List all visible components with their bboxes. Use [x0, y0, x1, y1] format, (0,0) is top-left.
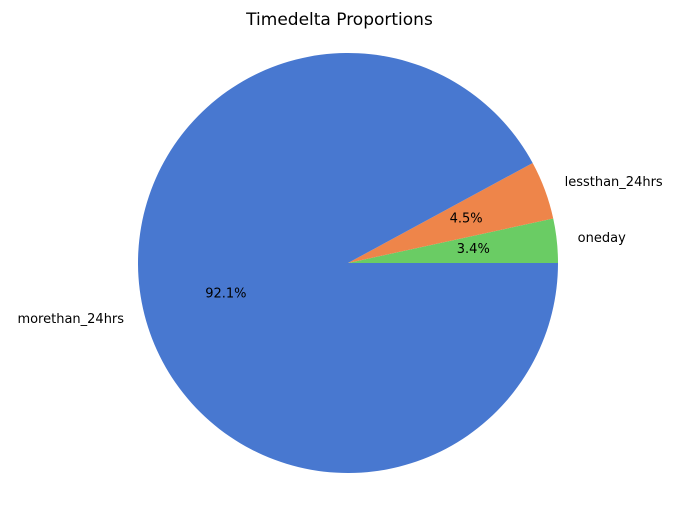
slice-label-oneday: oneday	[578, 231, 626, 246]
pie-slices	[137, 52, 558, 473]
slice-percent-lessthan-24hrs: 4.5%	[450, 212, 483, 227]
slice-label-lessthan-24hrs: lessthan_24hrs	[565, 175, 663, 190]
slice-percent-morethan-24hrs: 92.1%	[205, 286, 246, 301]
slice-percent-oneday: 3.4%	[457, 242, 490, 257]
chart-title: Timedelta Proportions	[245, 10, 433, 30]
pie-slice-morethan-24hrs	[137, 52, 558, 473]
pie-labels: oneday 3.4% lessthan_24hrs 4.5% morethan_24h…	[17, 175, 662, 327]
pie-slice-oneday	[348, 218, 558, 263]
slice-label-morethan-24hrs: morethan_24hrs	[17, 312, 124, 327]
pie-slice-lessthan-24hrs	[348, 162, 554, 263]
